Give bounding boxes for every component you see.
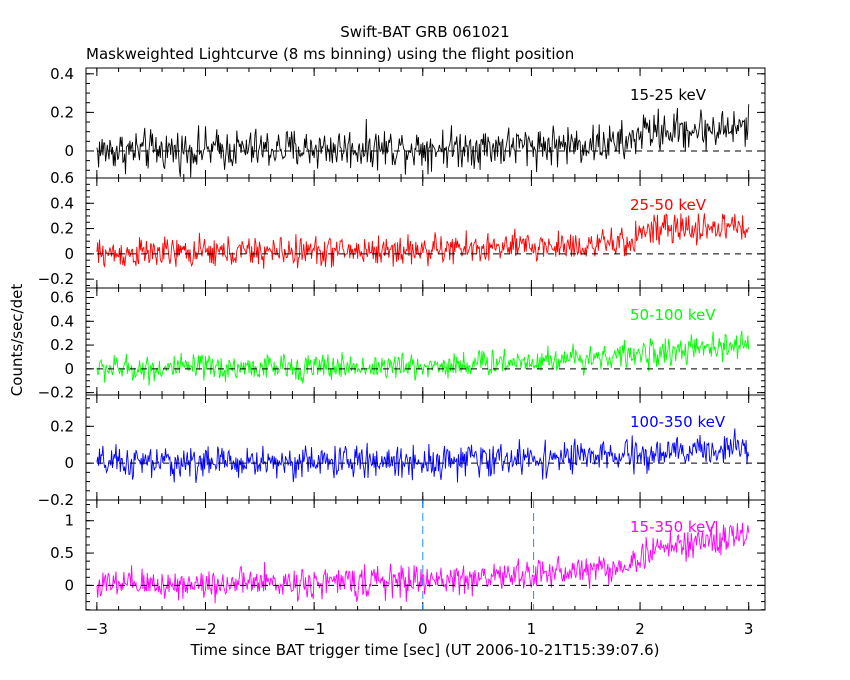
series-line-1	[96, 104, 750, 178]
y-tick-label: 0.5	[50, 544, 74, 562]
y-tick-label: 0.2	[50, 417, 74, 435]
y-tick-label: 0	[64, 142, 74, 160]
chart-title: Swift-BAT GRB 061021	[340, 23, 509, 41]
panel-frame	[85, 177, 766, 289]
panel-frame	[85, 287, 766, 396]
y-tick-label: 0.6	[50, 169, 74, 187]
panel-3: −0.2 0 0.2 0.4 0.6 50-100 keV	[38, 287, 766, 402]
y-tick-label: 1	[64, 512, 74, 530]
x-tick-label: −1	[303, 620, 325, 638]
series-line-4	[96, 428, 750, 483]
chart-subtitle: Maskweighted Lightcurve (8 ms binning) u…	[86, 45, 574, 63]
series-label-4: 100-350 keV	[630, 413, 726, 431]
series-label-5: 15-350 keV	[630, 518, 716, 536]
y-tick-label: 0	[64, 454, 74, 472]
y-tick-label: 0.4	[50, 194, 74, 212]
y-tick-label: −0.2	[38, 384, 74, 402]
y-tick-label: −0.2	[38, 491, 74, 509]
panel-5: 0 0.5 1 15-350 keV	[50, 499, 766, 611]
x-axis-label: Time since BAT trigger time [sec] (UT 20…	[190, 641, 660, 659]
panel-4: −0.2 0 0.2 100-350 keV	[38, 394, 766, 509]
panel-1: 0 0.2 0.4 15-25 keV	[50, 65, 766, 179]
series-label-1: 15-25 keV	[630, 86, 707, 104]
x-tick-label: −3	[86, 620, 108, 638]
y-tick-label: 0	[64, 576, 74, 594]
y-tick-label: 0.2	[50, 336, 74, 354]
panels-group: 00.20.415-25 keV−0.200.20.40.625-50 keV−…	[38, 65, 766, 611]
x-tick-label: −2	[194, 620, 216, 638]
y-tick-label: 0.4	[50, 312, 74, 330]
y-tick-label: 0	[64, 245, 74, 263]
series-line-3	[96, 330, 750, 386]
y-tick-label: 0.6	[50, 289, 74, 307]
series-label-3: 50-100 keV	[630, 306, 716, 324]
panel-frame	[85, 394, 766, 501]
series-line-2	[96, 213, 750, 269]
x-tick-label: 1	[527, 620, 537, 638]
x-tick-label: 2	[635, 620, 645, 638]
x-axis: −3 −2 −1 0 1 2 3	[86, 620, 754, 638]
y-axis-label: Counts/sec/det	[8, 284, 26, 397]
panel-2: −0.2 0 0.2 0.4 0.6 25-50 keV	[38, 169, 766, 289]
series-line-5	[96, 520, 750, 604]
y-tick-label: −0.2	[38, 270, 74, 288]
y-tick-label: 0.4	[50, 65, 74, 83]
y-tick-label: 0.2	[50, 103, 74, 121]
panel-frame	[85, 499, 766, 611]
series-label-2: 25-50 keV	[630, 196, 707, 214]
y-tick-label: 0	[64, 360, 74, 378]
x-tick-label: 0	[418, 620, 428, 638]
y-tick-label: 0.2	[50, 220, 74, 238]
x-tick-label: 3	[744, 620, 754, 638]
